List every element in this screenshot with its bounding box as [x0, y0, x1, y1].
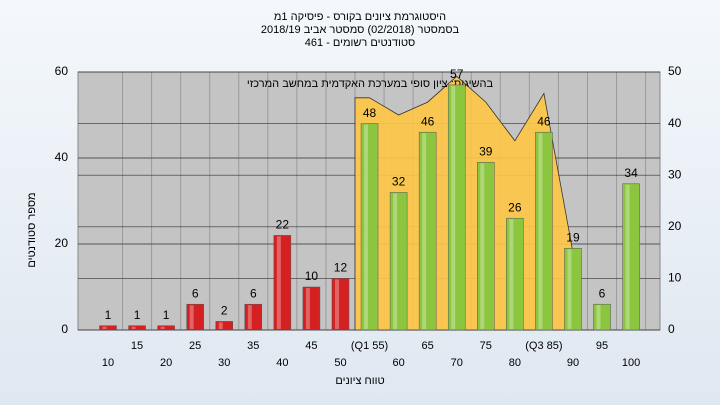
x-tick-label: (Q3 85) — [525, 340, 562, 352]
y-tick-label: 60 — [55, 64, 69, 78]
bar — [418, 131, 437, 331]
value-label: 39 — [479, 144, 493, 158]
x-tick-label: 40 — [276, 357, 288, 369]
x-tick-label: 10 — [102, 357, 114, 369]
x-tick-label: 30 — [218, 357, 230, 369]
bar-highlight — [364, 124, 369, 329]
x-tick-label: 50 — [334, 357, 346, 369]
bar-highlight — [102, 326, 107, 329]
value-label: 46 — [537, 114, 551, 128]
bar — [535, 131, 553, 331]
bar-highlight — [538, 133, 543, 329]
bar — [99, 325, 117, 331]
bar-highlight — [480, 163, 485, 329]
x-tick-label: (Q1 55) — [351, 340, 388, 352]
x-tick-label: 70 — [451, 357, 463, 369]
value-label: 12 — [334, 261, 348, 275]
bar — [506, 217, 524, 331]
x-axis-title: טווח ציונים — [335, 375, 384, 387]
value-label: 10 — [305, 269, 319, 283]
value-label: 2 — [221, 304, 228, 318]
y2-tick-label: 20 — [668, 219, 682, 233]
y2-tick-label: 40 — [668, 116, 682, 130]
bar-highlight — [334, 279, 339, 329]
bar-highlight — [393, 193, 398, 329]
bar — [593, 303, 611, 331]
value-label: 6 — [192, 286, 199, 300]
bar-highlight — [160, 326, 165, 329]
bar — [186, 303, 204, 331]
bar — [389, 192, 408, 331]
x-tick-label: 60 — [392, 357, 404, 369]
value-label: 1 — [134, 308, 141, 322]
value-label: 6 — [599, 286, 606, 300]
value-label: 46 — [421, 114, 435, 128]
bar-highlight — [596, 305, 601, 329]
value-label: 26 — [508, 200, 522, 214]
value-label: 32 — [392, 175, 406, 189]
bar — [244, 303, 263, 331]
value-label: 19 — [566, 230, 580, 244]
value-label: 6 — [250, 286, 257, 300]
x-tick-label: 65 — [422, 340, 434, 352]
bar — [128, 325, 146, 331]
bar-highlight — [305, 288, 310, 329]
value-label: 34 — [624, 166, 638, 180]
bar — [564, 248, 582, 331]
x-tick-label: 35 — [247, 340, 259, 352]
bar-highlight — [451, 85, 456, 330]
bar — [157, 325, 175, 331]
bar-highlight — [189, 305, 194, 329]
y2-tick-label: 30 — [668, 167, 682, 181]
y-tick-label: 40 — [55, 150, 69, 164]
bar — [302, 286, 321, 331]
bar-highlight — [422, 133, 427, 329]
title-line: היסטוגרמת ציונים בקורס - פיסיקה 1מ — [274, 11, 446, 23]
x-tick-label: 25 — [189, 340, 201, 352]
y2-tick-label: 50 — [668, 64, 682, 78]
title-line: בסמסטר (02/2018) סמסטר אביב 2018/19 — [261, 24, 460, 36]
x-tick-label: 75 — [480, 340, 492, 352]
value-label: 57 — [450, 67, 464, 81]
bar-highlight — [625, 184, 630, 329]
y-axis-title: מספר סטודנטים — [26, 192, 38, 267]
x-tick-label: 100 — [622, 357, 640, 369]
x-tick-label: 15 — [131, 340, 143, 352]
x-tick-label: 45 — [305, 340, 317, 352]
value-label: 1 — [163, 308, 170, 322]
bar-highlight — [509, 219, 514, 329]
bar — [215, 321, 233, 331]
x-tick-label: 95 — [596, 340, 608, 352]
title-line: סטודנטים רשומים - 461 — [305, 37, 416, 49]
bar-highlight — [131, 326, 136, 329]
bar-highlight — [247, 305, 252, 329]
bar — [331, 278, 350, 331]
x-tick-label: 90 — [567, 357, 579, 369]
bar — [360, 123, 379, 331]
y2-tick-label: 0 — [668, 322, 675, 336]
y2-tick-label: 10 — [668, 271, 682, 285]
bar — [273, 235, 292, 331]
y-tick-label: 20 — [55, 236, 69, 250]
y-tick-label: 0 — [61, 322, 68, 336]
x-tick-label: 80 — [509, 357, 521, 369]
bar — [622, 183, 640, 331]
value-label: 1 — [105, 308, 112, 322]
value-label: 22 — [276, 218, 290, 232]
bar — [447, 84, 466, 331]
bar-highlight — [218, 322, 223, 329]
bar — [477, 162, 495, 331]
bar-highlight — [567, 249, 572, 329]
value-label: 48 — [363, 106, 377, 120]
annotation: בהשיגות: ציון סופי במערכת האקדמית במחשב … — [247, 78, 494, 90]
x-tick-label: 20 — [160, 357, 172, 369]
bar-highlight — [276, 236, 281, 329]
